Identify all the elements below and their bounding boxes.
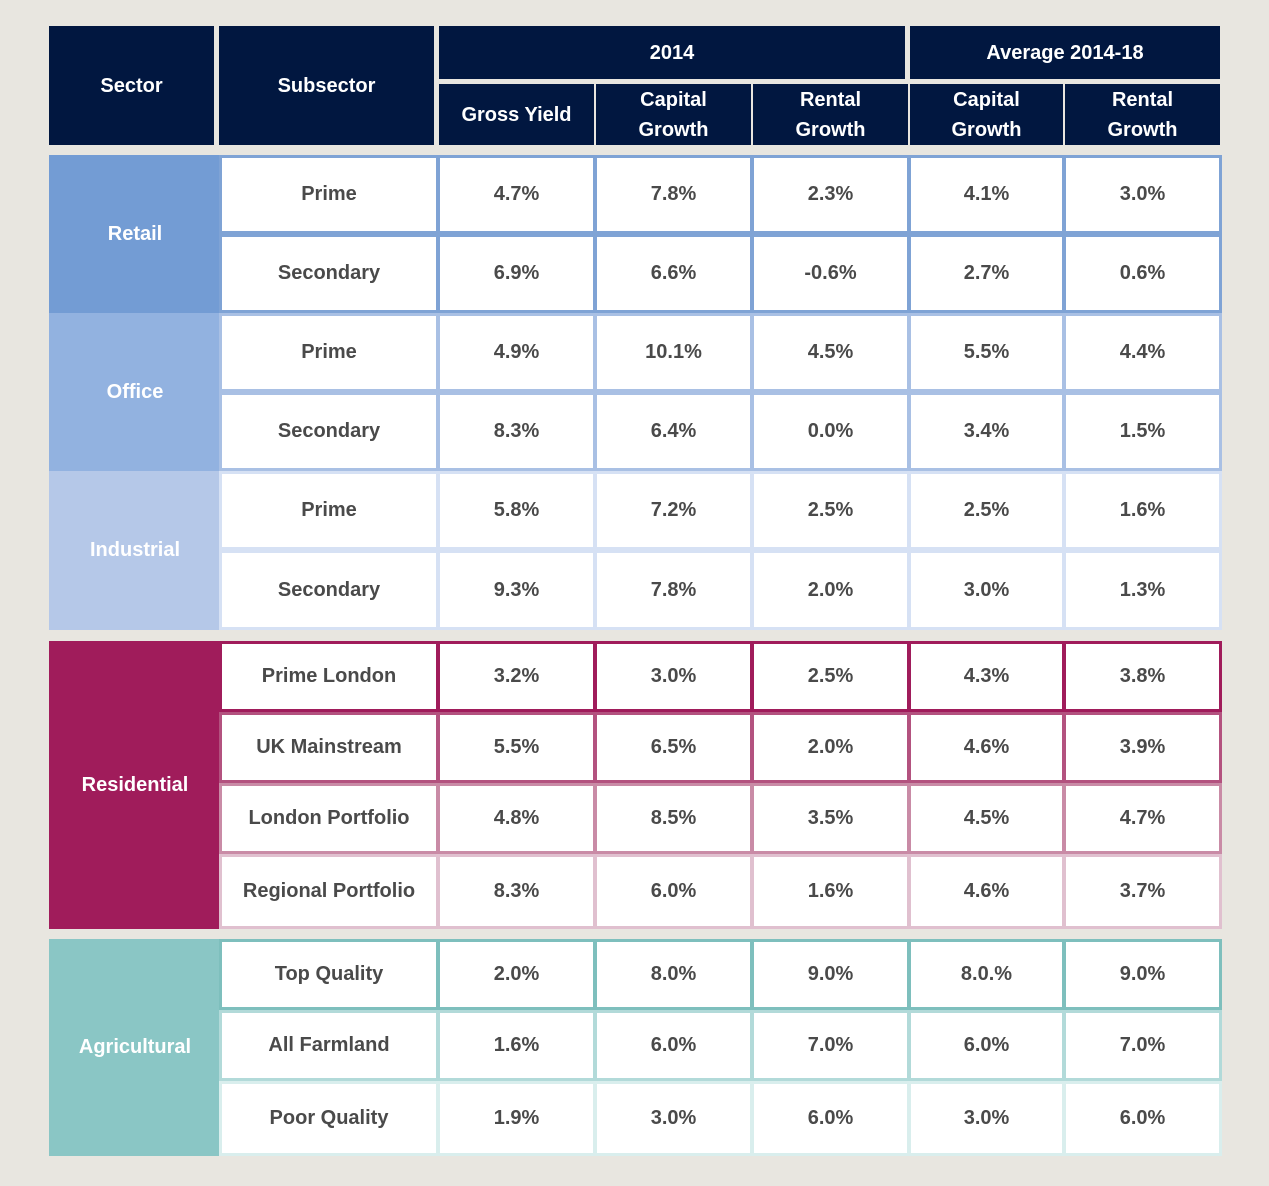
value-cell: 4.3% [908, 641, 1065, 712]
value-cell: 3.4% [908, 392, 1065, 471]
value-cell: 4.5% [751, 313, 910, 392]
value-cell: 9.0% [751, 939, 910, 1010]
value-cell: 7.8% [594, 155, 753, 234]
header-column: Gross Yield [439, 84, 594, 145]
value-cell: 0.6% [1063, 234, 1222, 313]
value-cell: 8.3% [437, 854, 596, 929]
value-cell: 3.7% [1063, 854, 1222, 929]
value-cell: -0.6% [751, 234, 910, 313]
value-cell: 1.6% [1063, 471, 1222, 550]
value-cell: 10.1% [594, 313, 753, 392]
value-cell: 3.5% [751, 783, 910, 854]
header-sector: Sector [49, 26, 214, 145]
value-cell: 2.7% [908, 234, 1065, 313]
value-cell: 6.0% [751, 1081, 910, 1156]
value-cell: 8.0% [594, 939, 753, 1010]
value-cell: 3.0% [1063, 155, 1222, 234]
value-cell: 6.0% [1063, 1081, 1222, 1156]
value-cell: 2.0% [437, 939, 596, 1010]
value-cell: 1.6% [751, 854, 910, 929]
header-column: Capital Growth [910, 84, 1063, 145]
sector-label: Residential [49, 641, 221, 929]
value-cell: 4.7% [1063, 783, 1222, 854]
value-cell: 6.9% [437, 234, 596, 313]
header-subsector: Subsector [219, 26, 434, 145]
value-cell: 3.0% [594, 1081, 753, 1156]
value-cell: 4.5% [908, 783, 1065, 854]
value-cell: 4.8% [437, 783, 596, 854]
value-cell: 2.3% [751, 155, 910, 234]
value-cell: 7.8% [594, 550, 753, 630]
header-group-average: Average 2014-18 [910, 26, 1220, 79]
value-cell: 2.0% [751, 550, 910, 630]
header-column: Capital Growth [596, 84, 751, 145]
value-cell: 1.5% [1063, 392, 1222, 471]
value-cell: 4.6% [908, 712, 1065, 783]
value-cell: 6.0% [594, 1010, 753, 1081]
subsector-cell: All Farmland [219, 1010, 439, 1081]
value-cell: 4.9% [437, 313, 596, 392]
value-cell: 1.6% [437, 1010, 596, 1081]
value-cell: 3.8% [1063, 641, 1222, 712]
subsector-cell: Prime [219, 471, 439, 550]
value-cell: 3.2% [437, 641, 596, 712]
subsector-cell: Secondary [219, 234, 439, 313]
value-cell: 2.5% [908, 471, 1065, 550]
value-cell: 4.1% [908, 155, 1065, 234]
header-column: Rental Growth [753, 84, 908, 145]
sector-label: Office [49, 313, 221, 471]
subsector-cell: Regional Portfolio [219, 854, 439, 929]
subsector-cell: Secondary [219, 550, 439, 630]
value-cell: 2.5% [751, 471, 910, 550]
value-cell: 6.5% [594, 712, 753, 783]
header-column: Rental Growth [1065, 84, 1220, 145]
value-cell: 3.0% [908, 550, 1065, 630]
value-cell: 8.5% [594, 783, 753, 854]
value-cell: 5.5% [908, 313, 1065, 392]
value-cell: 7.0% [751, 1010, 910, 1081]
subsector-cell: UK Mainstream [219, 712, 439, 783]
value-cell: 6.0% [594, 854, 753, 929]
value-cell: 6.0% [908, 1010, 1065, 1081]
value-cell: 6.4% [594, 392, 753, 471]
value-cell: 1.3% [1063, 550, 1222, 630]
value-cell: 5.8% [437, 471, 596, 550]
value-cell: 4.6% [908, 854, 1065, 929]
sector-label: Agricultural [49, 939, 221, 1156]
sector-label: Retail [49, 155, 221, 313]
value-cell: 5.5% [437, 712, 596, 783]
value-cell: 4.4% [1063, 313, 1222, 392]
subsector-cell: Secondary [219, 392, 439, 471]
subsector-cell: Prime [219, 155, 439, 234]
value-cell: 3.9% [1063, 712, 1222, 783]
value-cell: 3.0% [594, 641, 753, 712]
subsector-cell: Prime [219, 313, 439, 392]
header-group-2014: 2014 [439, 26, 905, 79]
subsector-cell: Poor Quality [219, 1081, 439, 1156]
value-cell: 4.7% [437, 155, 596, 234]
subsector-cell: London Portfolio [219, 783, 439, 854]
value-cell: 6.6% [594, 234, 753, 313]
value-cell: 2.0% [751, 712, 910, 783]
sector-label: Industrial [49, 471, 221, 630]
value-cell: 9.3% [437, 550, 596, 630]
value-cell: 8.3% [437, 392, 596, 471]
value-cell: 2.5% [751, 641, 910, 712]
value-cell: 1.9% [437, 1081, 596, 1156]
value-cell: 3.0% [908, 1081, 1065, 1156]
value-cell: 9.0% [1063, 939, 1222, 1010]
subsector-cell: Top Quality [219, 939, 439, 1010]
value-cell: 7.0% [1063, 1010, 1222, 1081]
value-cell: 0.0% [751, 392, 910, 471]
value-cell: 8.0.% [908, 939, 1065, 1010]
subsector-cell: Prime London [219, 641, 439, 712]
value-cell: 7.2% [594, 471, 753, 550]
